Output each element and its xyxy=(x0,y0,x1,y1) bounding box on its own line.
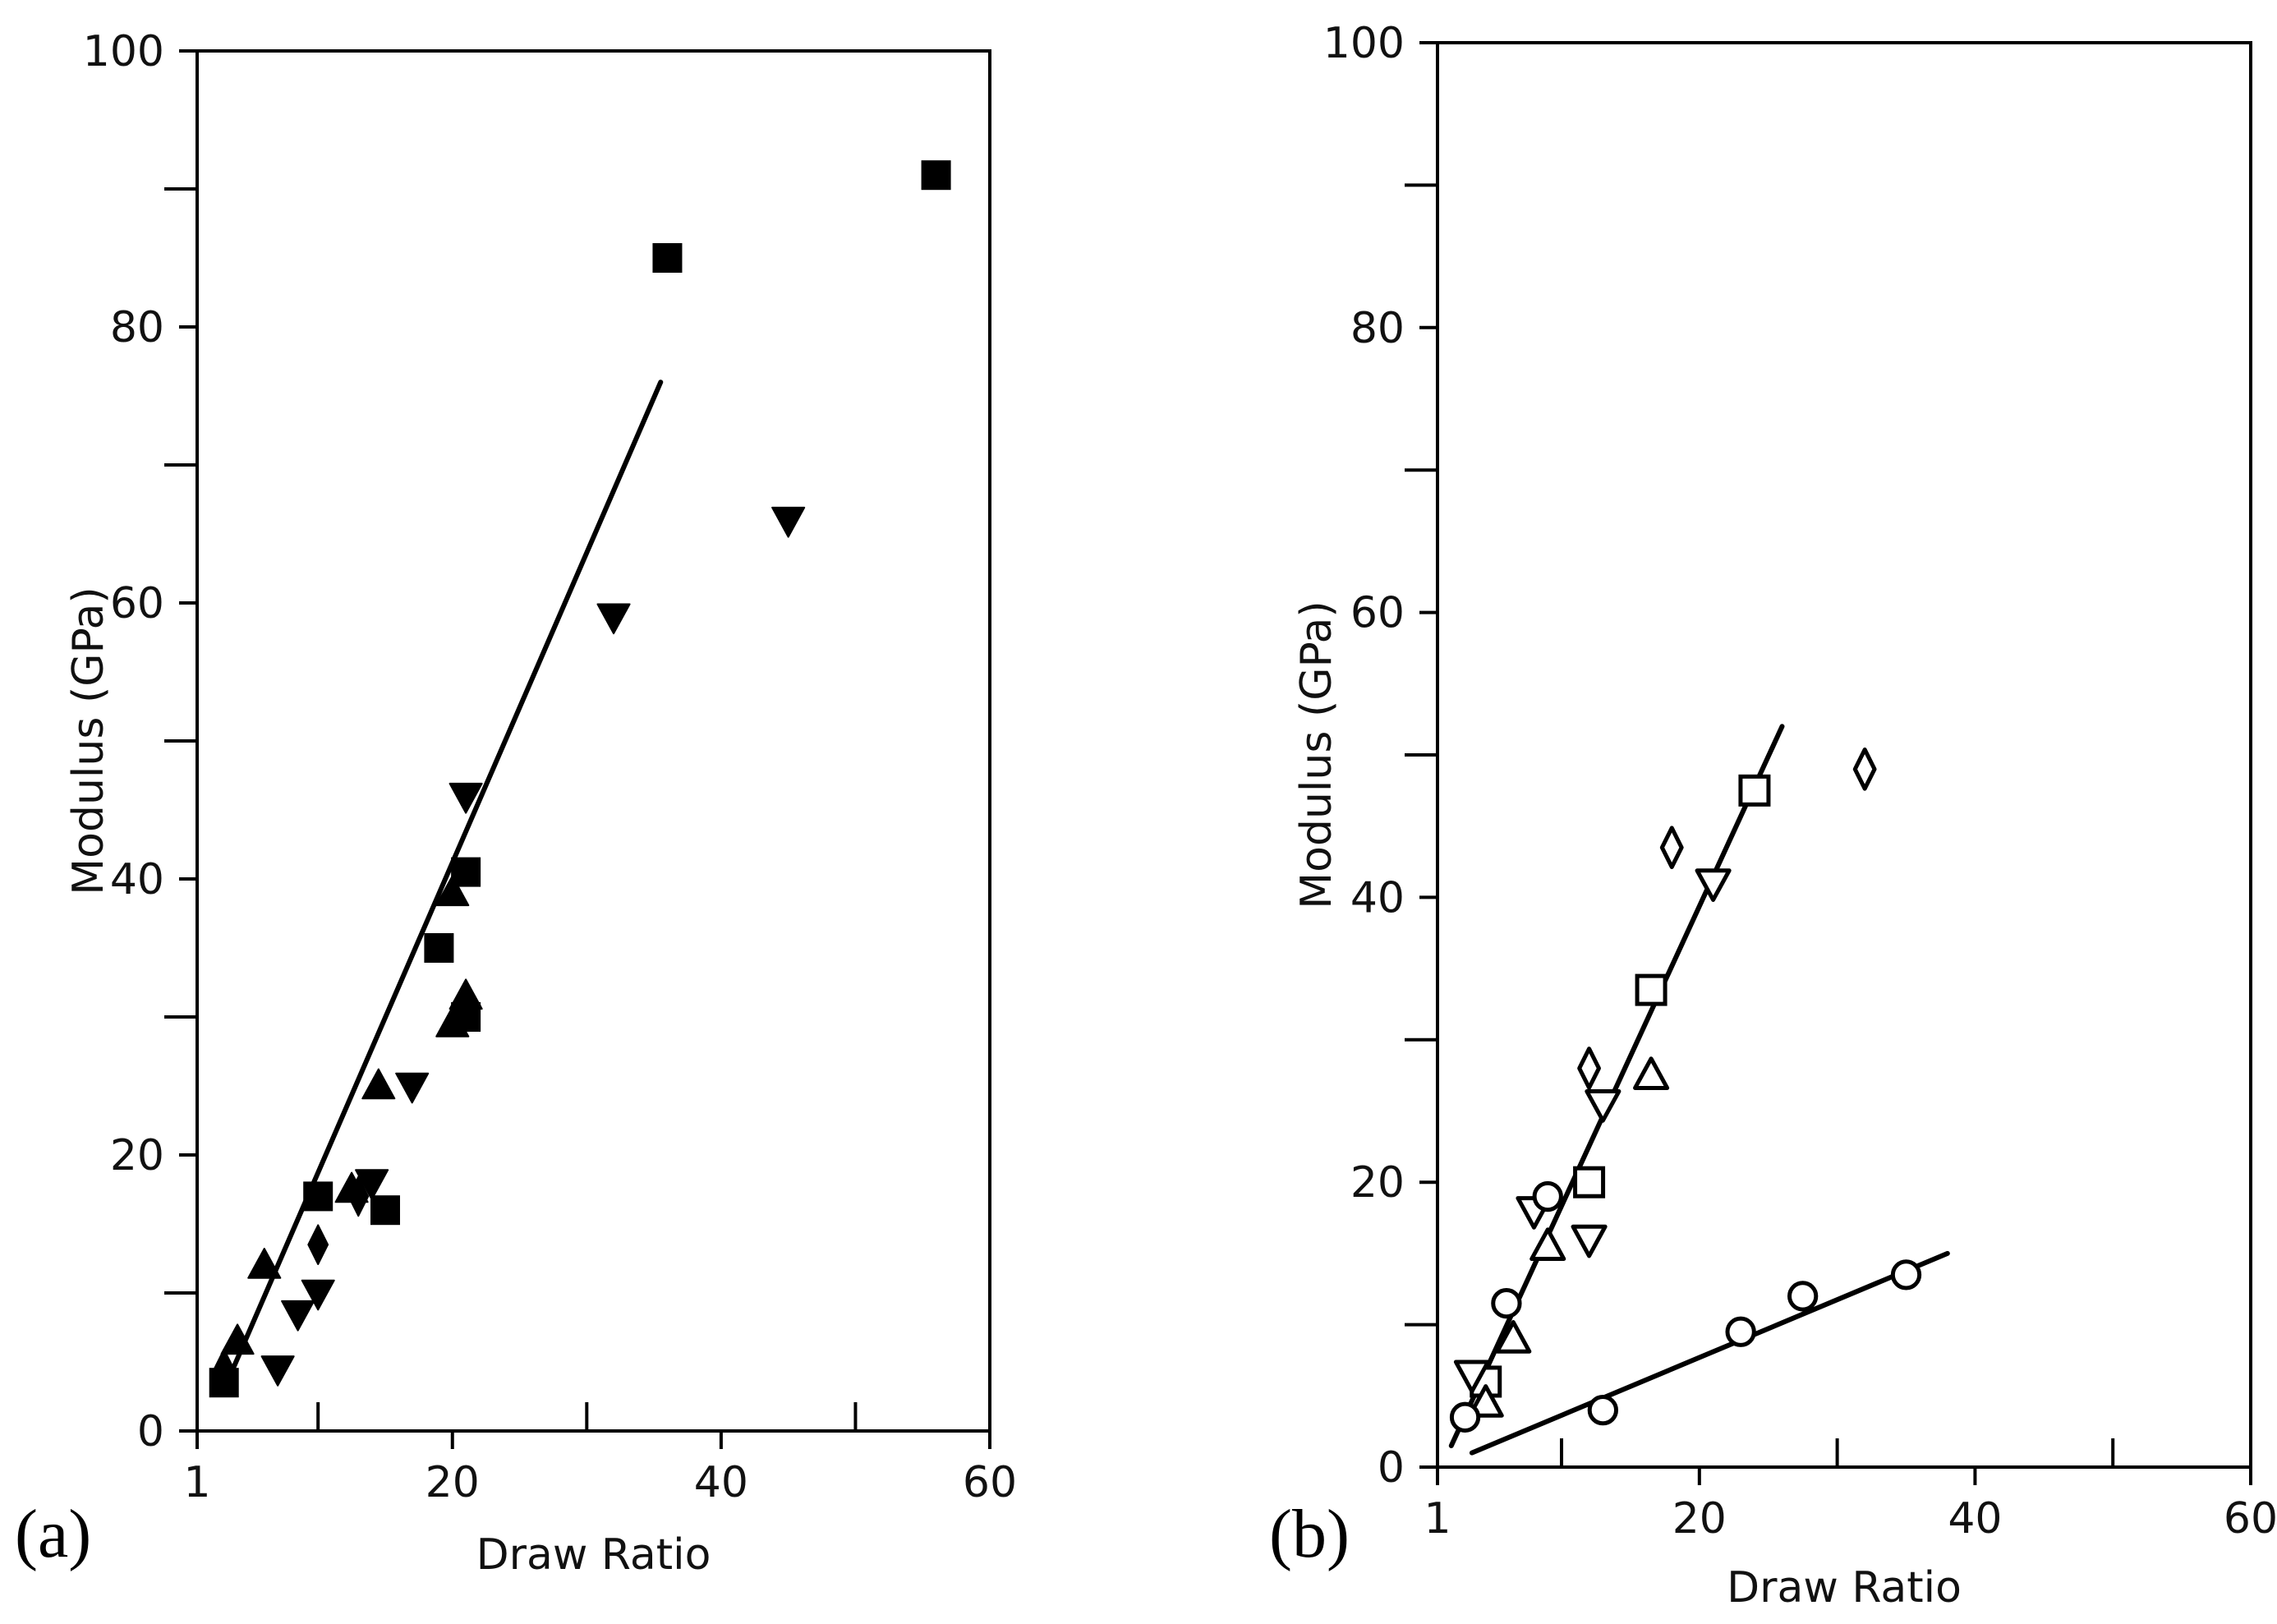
panel-label: (b) xyxy=(1269,1496,1350,1572)
x-tick-label: 40 xyxy=(694,1458,748,1507)
y-tick-label: 0 xyxy=(1378,1443,1405,1493)
y-tick-label: 80 xyxy=(110,303,164,352)
triangle-down-marker xyxy=(1453,1359,1490,1394)
y-tick-label: 20 xyxy=(110,1131,164,1180)
plot-frame xyxy=(196,49,991,1433)
square-marker xyxy=(1635,973,1668,1006)
x-axis-title: Draw Ratio xyxy=(1727,1563,1962,1612)
triangle-down-marker xyxy=(771,506,806,538)
x-tick-label: 20 xyxy=(1672,1494,1727,1543)
y-tick-label: 0 xyxy=(137,1407,164,1456)
circle-marker xyxy=(1787,1281,1819,1312)
x-tick-label: 60 xyxy=(963,1458,1017,1507)
triangle-up-marker xyxy=(247,1248,282,1279)
triangle-down-marker xyxy=(355,1169,389,1200)
y-tick-label: 100 xyxy=(1323,19,1405,68)
triangle-up-marker xyxy=(1530,1227,1566,1262)
triangle-down-marker xyxy=(448,782,483,814)
y-tick-label: 60 xyxy=(110,579,164,628)
triangle-down-marker xyxy=(301,1279,335,1311)
triangle-up-marker xyxy=(1495,1320,1532,1354)
triangle-up-marker xyxy=(448,978,483,1010)
triangle-down-marker xyxy=(281,1300,315,1332)
triangle-down-marker xyxy=(1695,868,1732,902)
y-tick-label: 40 xyxy=(1350,873,1405,922)
diamond-marker xyxy=(1577,1047,1601,1090)
y-tick-label: 80 xyxy=(1350,304,1405,353)
square-marker xyxy=(1738,774,1771,807)
panel-label: (a) xyxy=(15,1496,91,1572)
triangle-down-marker xyxy=(1571,1224,1608,1258)
y-tick-label: 40 xyxy=(110,855,164,904)
square-marker xyxy=(303,1181,334,1212)
diamond-marker xyxy=(347,1175,370,1217)
diamond-marker xyxy=(307,1224,329,1265)
circle-marker xyxy=(1532,1180,1563,1212)
x-tick-label: 20 xyxy=(426,1458,480,1507)
x-axis-title: Draw Ratio xyxy=(476,1530,711,1580)
fit-line xyxy=(1448,724,1785,1448)
circle-marker xyxy=(1890,1259,1922,1290)
diamond-marker xyxy=(1659,826,1684,870)
circle-marker xyxy=(1491,1287,1522,1319)
x-tick-label: 1 xyxy=(1424,1494,1451,1543)
diamond-marker xyxy=(213,1348,235,1390)
square-marker xyxy=(1573,1166,1606,1198)
fit-line xyxy=(221,380,664,1392)
circle-marker xyxy=(1449,1401,1481,1433)
triangle-up-marker xyxy=(435,875,470,907)
triangle-down-marker xyxy=(596,603,631,635)
x-tick-label: 60 xyxy=(2224,1494,2277,1543)
circle-marker xyxy=(1725,1316,1756,1347)
triangle-up-marker xyxy=(220,1323,255,1355)
square-marker xyxy=(652,243,683,273)
diamond-marker xyxy=(1852,748,1877,791)
triangle-up-marker xyxy=(435,1006,470,1037)
y-axis-title: Modulus (GPa) xyxy=(1292,600,1341,909)
triangle-down-marker xyxy=(1585,1089,1622,1123)
y-tick-label: 20 xyxy=(1350,1158,1405,1208)
triangle-down-marker xyxy=(395,1072,430,1104)
square-marker xyxy=(451,857,481,887)
x-tick-label: 40 xyxy=(1948,1494,2002,1543)
triangle-up-marker xyxy=(361,1068,396,1100)
triangle-up-marker xyxy=(1633,1056,1670,1090)
y-tick-label: 100 xyxy=(83,27,164,76)
x-tick-label: 1 xyxy=(183,1458,210,1507)
y-axis-title: Modulus (GPa) xyxy=(64,587,113,895)
fit-line xyxy=(1469,1250,1950,1456)
y-tick-label: 60 xyxy=(1350,589,1405,638)
triangle-down-marker xyxy=(260,1355,295,1387)
circle-marker xyxy=(1587,1394,1619,1426)
triangle-up-marker xyxy=(1467,1384,1504,1418)
square-marker xyxy=(370,1195,400,1226)
square-marker xyxy=(424,933,454,963)
square-marker xyxy=(921,160,951,191)
